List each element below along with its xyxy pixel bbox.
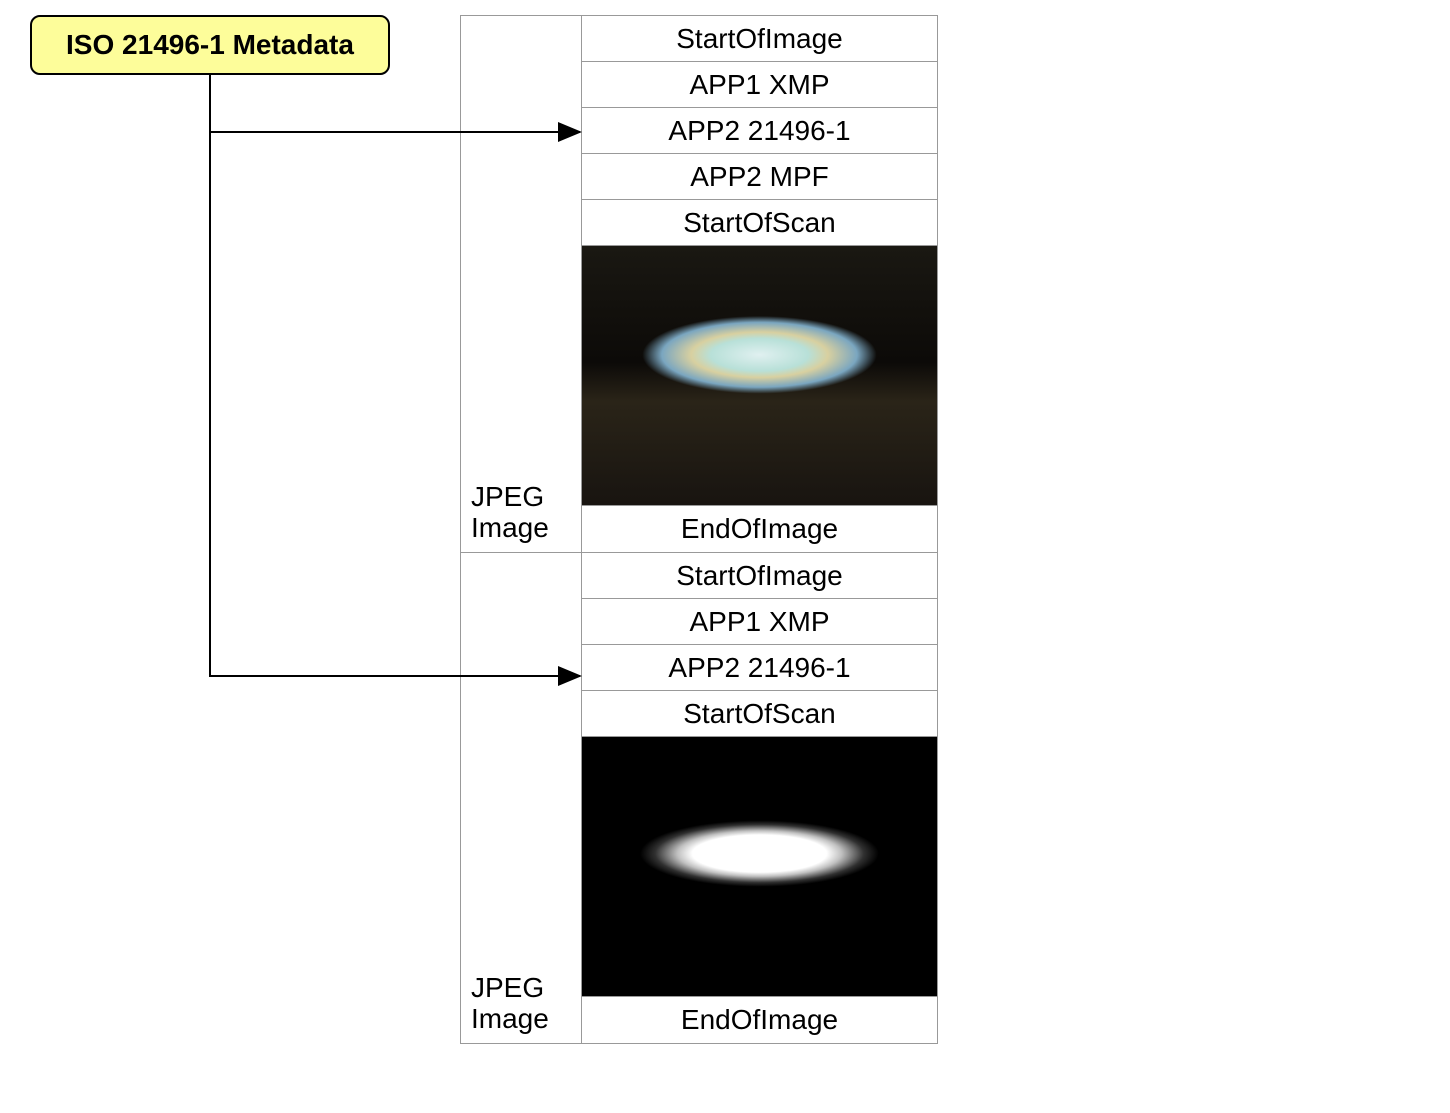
segment-cell: EndOfImage xyxy=(582,997,937,1043)
segment-list: StartOfImageAPP1 XMPAPP2 21496-1APP2 MPF… xyxy=(581,16,937,552)
segment-cell: APP2 21496-1 xyxy=(582,645,937,691)
segment-cell: APP1 XMP xyxy=(582,62,937,108)
segment-list: StartOfImageAPP1 XMPAPP2 21496-1StartOfS… xyxy=(581,553,937,1043)
cave-bw-graphic xyxy=(582,737,937,996)
segment-cell: APP2 21496-1 xyxy=(582,108,937,154)
segment-cell: StartOfScan xyxy=(582,691,937,737)
jpeg-structure-table: JPEGImageStartOfImageAPP1 XMPAPP2 21496-… xyxy=(460,15,938,1044)
jpeg-image-label: JPEGImage xyxy=(461,16,581,552)
segment-cell: StartOfImage xyxy=(582,16,937,62)
segment-cell: APP2 MPF xyxy=(582,154,937,200)
jpeg-image-block: JPEGImageStartOfImageAPP1 XMPAPP2 21496-… xyxy=(461,16,937,552)
segment-cell: StartOfScan xyxy=(582,200,937,246)
jpeg-image-block: JPEGImageStartOfImageAPP1 XMPAPP2 21496-… xyxy=(461,552,937,1043)
embedded-image-cave-bw xyxy=(582,737,937,997)
iso-metadata-label: ISO 21496-1 Metadata xyxy=(66,29,354,61)
segment-cell: EndOfImage xyxy=(582,506,937,552)
embedded-image-cave-color xyxy=(582,246,937,506)
iso-metadata-box: ISO 21496-1 Metadata xyxy=(30,15,390,75)
cave-color-graphic xyxy=(582,246,937,505)
segment-cell: StartOfImage xyxy=(582,553,937,599)
jpeg-image-label: JPEGImage xyxy=(461,553,581,1043)
segment-cell: APP1 XMP xyxy=(582,599,937,645)
